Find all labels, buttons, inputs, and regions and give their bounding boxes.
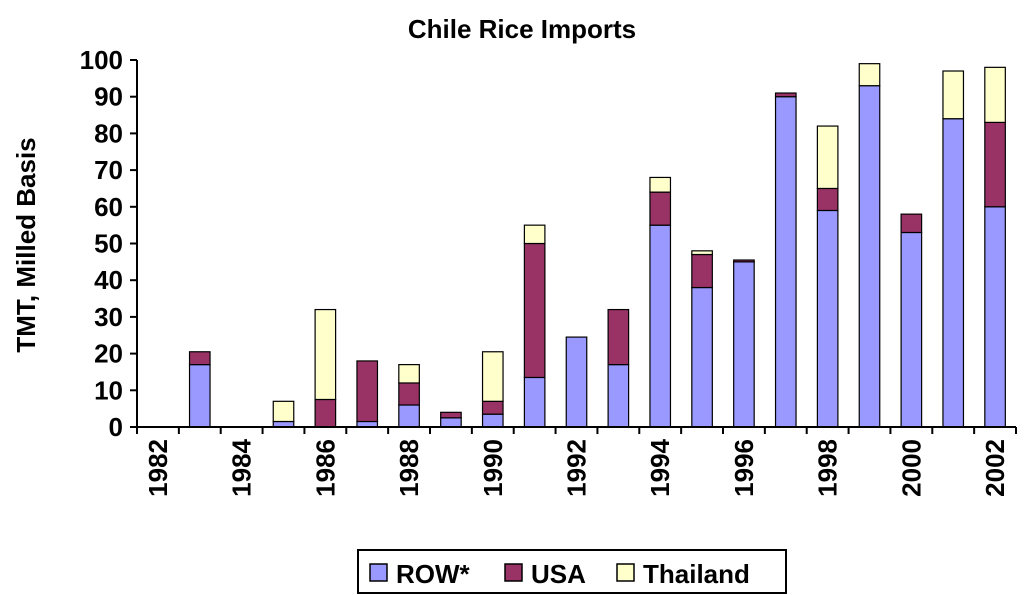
axes	[136, 60, 1016, 428]
legend-label-thailand: Thailand	[643, 559, 750, 589]
legend: ROW* USA Thailand	[357, 549, 787, 594]
legend-swatch-row	[369, 563, 388, 582]
bar-row-1994	[649, 224, 672, 428]
x-axis-ticks: 1982 1984 1986 1988 1990 1992 1994 1996 1998 2000…	[136, 427, 1017, 497]
x-tick-label: 2000	[896, 439, 926, 497]
bar-usa-2000	[900, 213, 923, 234]
x-tick-label: 1996	[729, 439, 759, 497]
bar-row-2001	[942, 118, 965, 428]
x-tick-label: 1994	[645, 438, 675, 496]
bar-row-1995	[691, 286, 713, 428]
bar-usa-1990	[481, 400, 504, 415]
y-tick-label: 60	[94, 192, 123, 222]
bar-usa-2002	[984, 121, 1006, 208]
bar-usa-1988	[398, 382, 420, 406]
bar-row-2000	[900, 231, 923, 428]
bar-thailand-2002	[984, 66, 1006, 123]
x-tick-label: 1990	[478, 439, 508, 497]
bar-usa-1986	[314, 398, 337, 428]
x-tick-label: 1982	[143, 439, 173, 497]
bar-usa-1994	[649, 191, 672, 226]
bar-row-1991	[523, 376, 546, 428]
bars	[188, 63, 1006, 428]
y-tick-label: 70	[94, 155, 123, 185]
bar-row-1999	[858, 85, 881, 428]
y-tick-label: 20	[94, 339, 123, 369]
y-tick-label: 30	[94, 302, 123, 332]
x-tick-label: 1988	[394, 439, 424, 497]
bar-usa-1991	[523, 242, 546, 379]
bar-usa-1993	[607, 308, 630, 366]
bar-thailand-1998	[816, 125, 839, 190]
chart-title: Chile Rice Imports	[408, 14, 636, 44]
bar-usa-1996	[733, 259, 755, 263]
bar-usa-1983	[188, 351, 211, 366]
x-tick-label: 2002	[980, 439, 1010, 497]
y-tick-label: 90	[94, 82, 123, 112]
bar-row-1983	[188, 364, 211, 428]
y-axis-ticks: 0 10 20 30 40 50 60 70 80 90 100	[80, 45, 137, 442]
x-tick-label: 1992	[562, 439, 592, 497]
bar-thailand-1999	[858, 63, 881, 87]
bar-thailand-1990	[481, 351, 504, 402]
bar-row-1988	[398, 404, 420, 428]
y-tick-label: 50	[94, 229, 123, 259]
bar-row-1997	[774, 96, 797, 428]
y-tick-label: 40	[94, 265, 123, 295]
x-tick-label: 1986	[310, 439, 340, 497]
bar-thailand-1994	[649, 176, 672, 193]
bar-thailand-1986	[314, 308, 337, 401]
bar-thailand-1995	[691, 250, 713, 256]
bar-row-1993	[607, 364, 630, 428]
bar-row-1990	[481, 413, 504, 428]
bar-row-1992	[565, 336, 588, 428]
bar-thailand-2001	[942, 70, 965, 120]
bar-row-1989	[440, 417, 462, 428]
bar-thailand-1991	[523, 224, 546, 245]
y-tick-label: 0	[109, 412, 123, 442]
bar-usa-1987	[356, 360, 379, 423]
x-tick-label: 1998	[813, 439, 843, 497]
legend-label-usa: USA	[531, 559, 586, 589]
bar-usa-1997	[774, 92, 797, 98]
y-tick-label: 100	[80, 45, 123, 75]
y-tick-label: 10	[94, 375, 123, 405]
y-axis-label: TMT, Milled Basis	[11, 137, 41, 352]
y-tick-label: 80	[94, 118, 123, 148]
bar-thailand-1985	[272, 400, 295, 423]
legend-label-row: ROW*	[396, 559, 471, 589]
bar-usa-1998	[816, 187, 839, 212]
bar-row-1996	[733, 261, 755, 428]
bar-usa-1995	[691, 253, 713, 289]
bar-row-2002	[984, 206, 1006, 428]
bar-row-1998	[816, 209, 839, 428]
x-tick-label: 1984	[227, 438, 257, 496]
bar-usa-1989	[440, 411, 462, 419]
bar-thailand-1988	[398, 364, 420, 384]
legend-swatch-usa	[504, 563, 523, 582]
legend-box	[357, 549, 787, 594]
legend-swatch-thailand	[616, 563, 635, 582]
